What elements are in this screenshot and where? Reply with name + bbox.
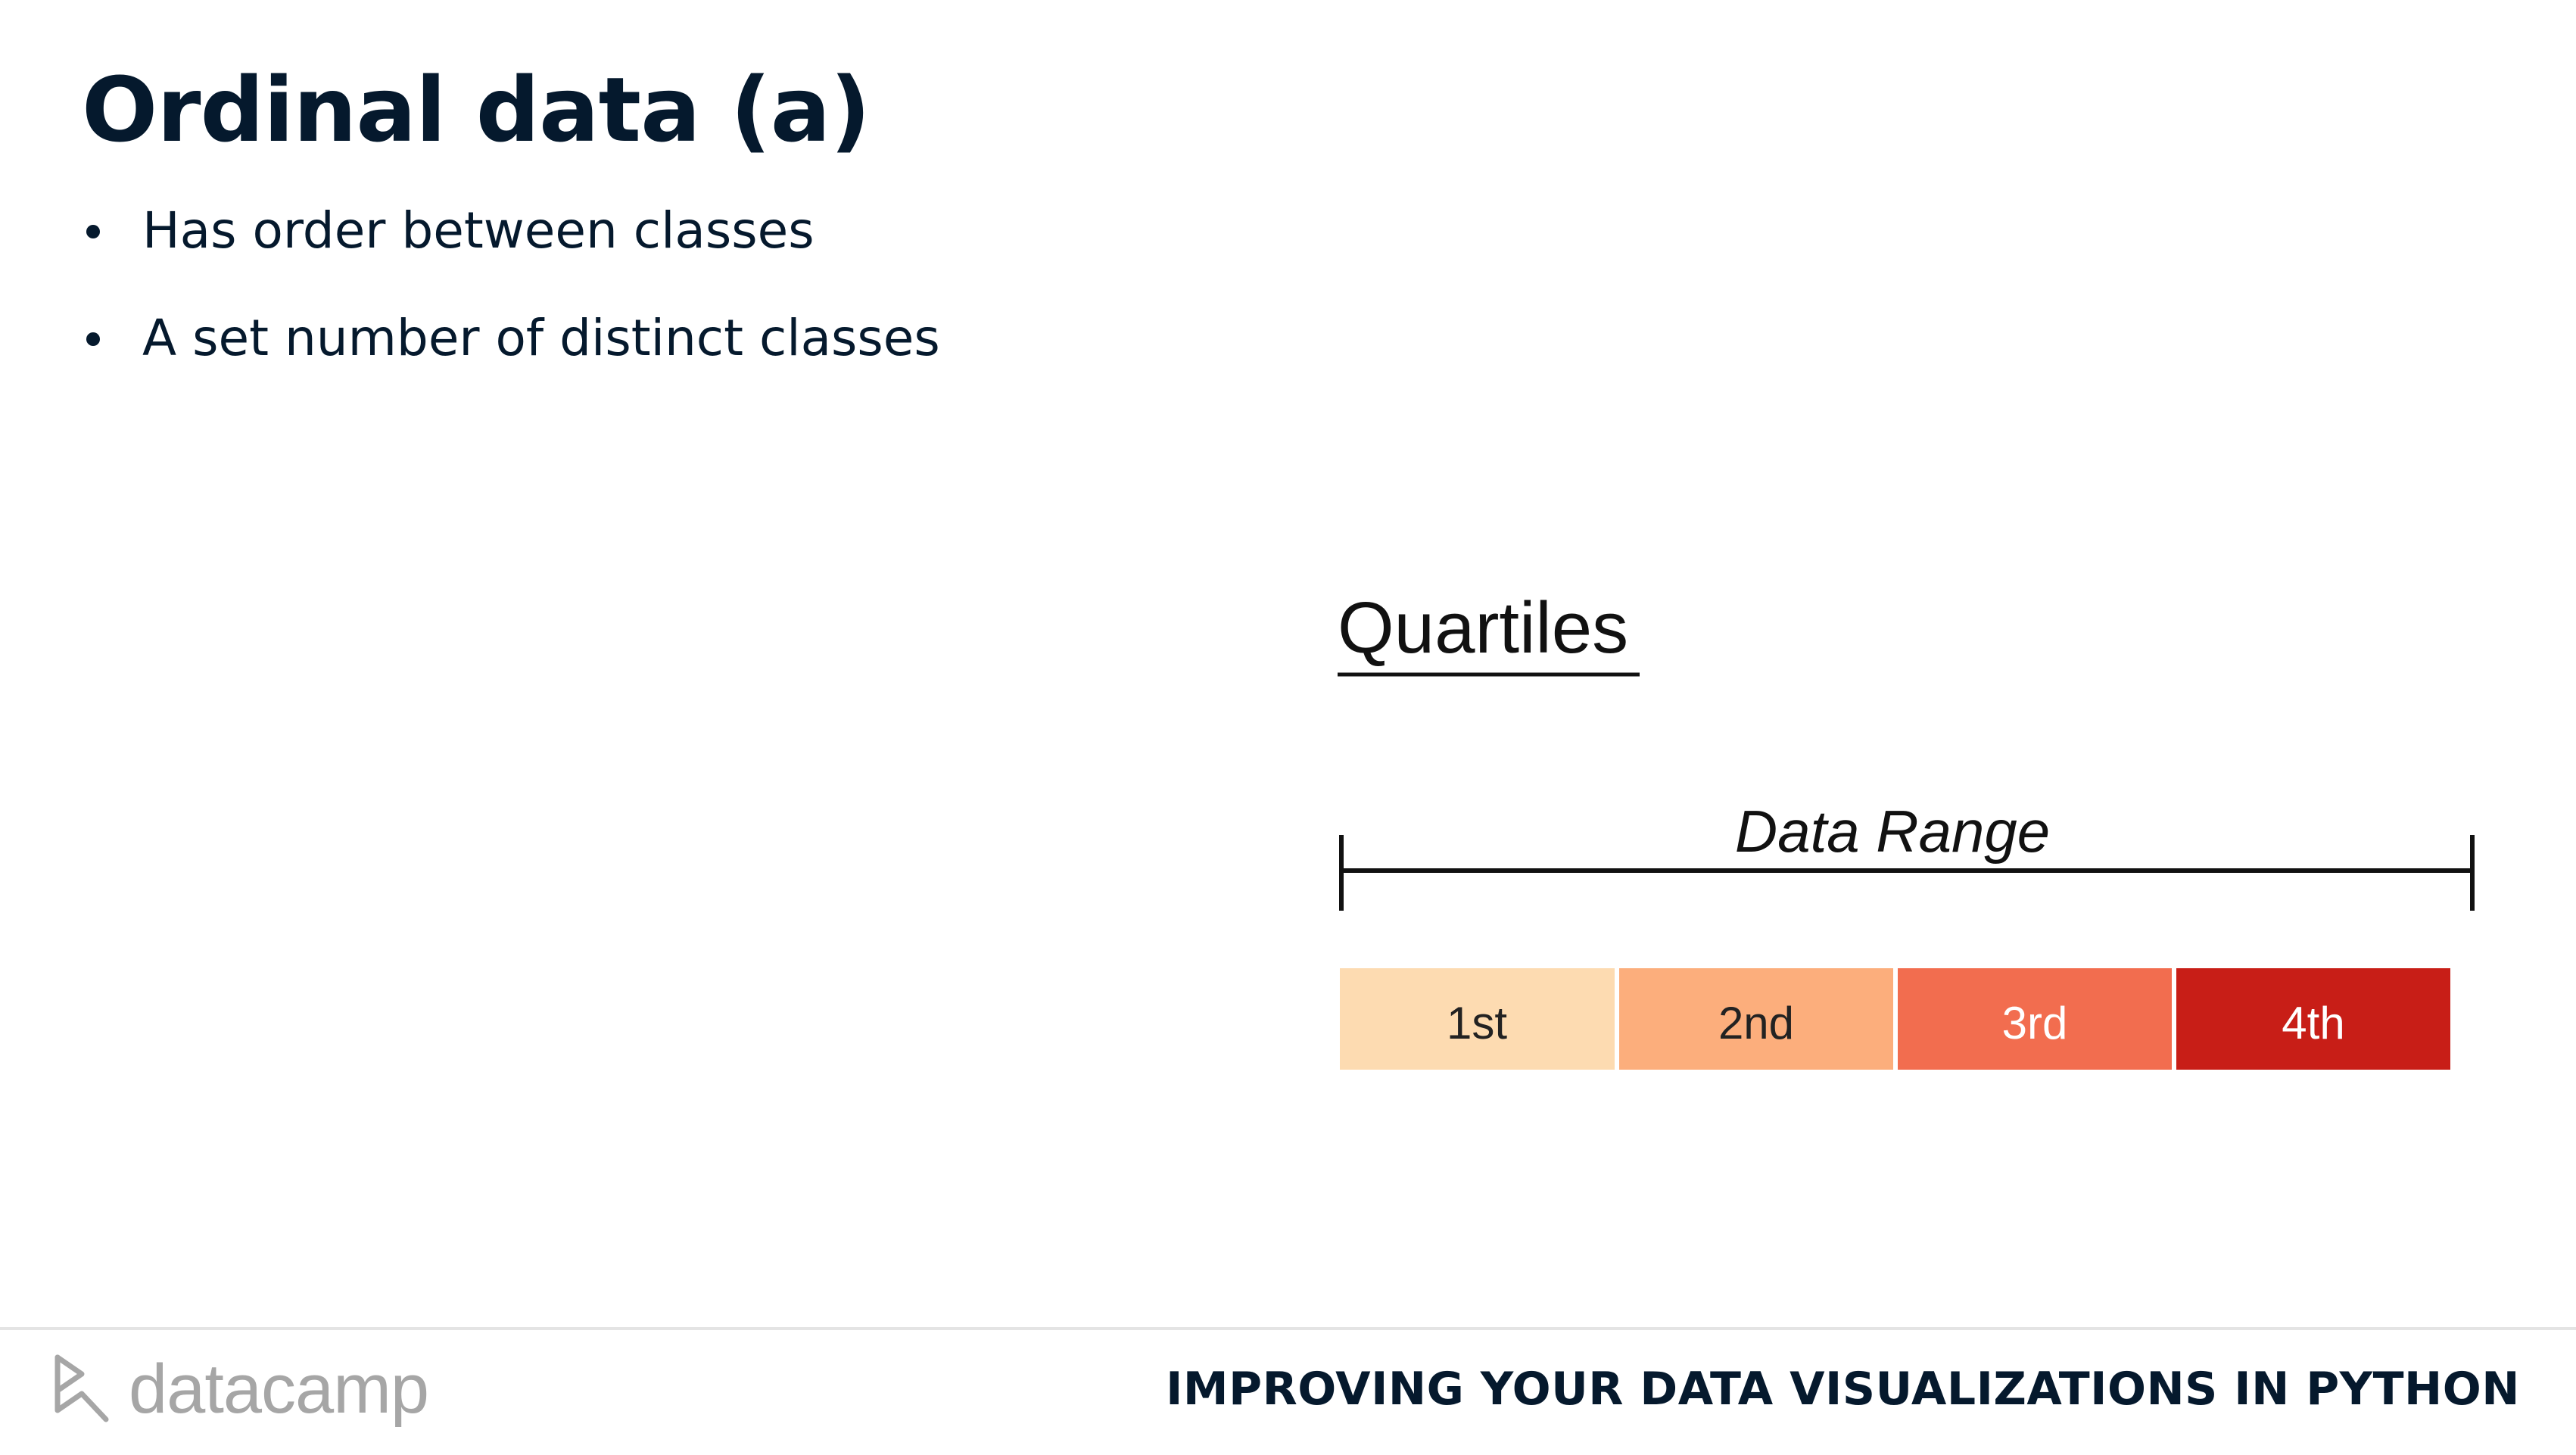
datacamp-logo-text: datacamp: [129, 1350, 429, 1428]
quartile-segments: 1st 2nd 3rd 4th: [1340, 968, 2450, 1070]
quartile-label-2: 2nd: [1718, 998, 1794, 1048]
course-title: IMPROVING YOUR DATA VISUALIZATIONS IN PY…: [1166, 1363, 2520, 1416]
range-label: Data Range: [1735, 798, 2050, 865]
datacamp-logo: datacamp: [51, 1348, 429, 1431]
bullet-text: A set number of distinct classes: [142, 309, 940, 367]
quartile-segment-3: [1898, 968, 2172, 1070]
bullet-item: A set number of distinct classes: [82, 301, 940, 376]
footer-divider: [0, 1327, 2576, 1330]
quartile-segment-2: [1619, 968, 1893, 1070]
bullet-dot-icon: [86, 225, 100, 238]
bullet-dot-icon: [86, 332, 100, 346]
diagram-heading: Quartiles: [1338, 587, 1628, 668]
bullet-text: Has order between classes: [142, 201, 815, 260]
slide-title: Ordinal data (a): [82, 58, 871, 162]
quartile-segment-1: [1340, 968, 1615, 1070]
quartile-label-1: 1st: [1447, 998, 1507, 1048]
quartile-label-4: 4th: [2282, 998, 2344, 1048]
quartile-label-3: 3rd: [2002, 998, 2068, 1048]
bullet-list: Has order between classes A set number o…: [82, 193, 940, 408]
quartile-segment-4: [2176, 968, 2450, 1070]
bullet-item: Has order between classes: [82, 193, 940, 269]
datacamp-logo-icon: [55, 1354, 109, 1422]
